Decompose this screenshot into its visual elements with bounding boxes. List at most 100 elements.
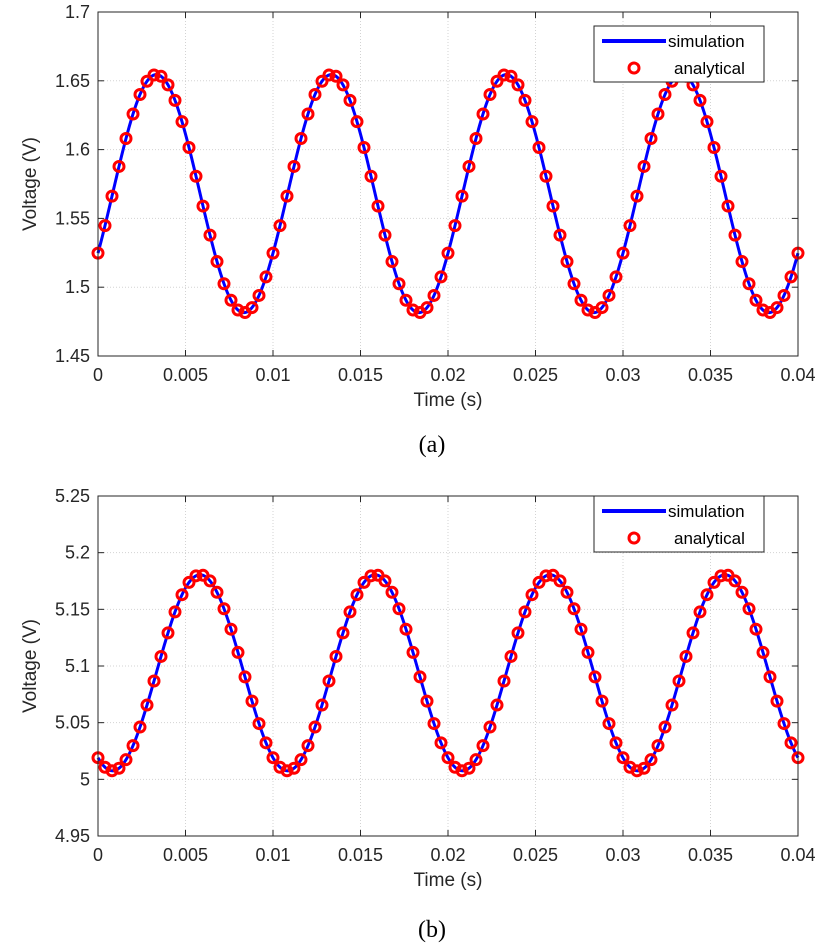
legend-label-analytical: analytical xyxy=(674,529,745,548)
data-point-analytical xyxy=(252,288,266,302)
y-tick-label: 4.95 xyxy=(55,826,90,846)
data-point-analytical xyxy=(469,131,483,145)
data-point-analytical xyxy=(189,169,203,183)
data-point-analytical xyxy=(686,626,700,640)
data-point-analytical xyxy=(245,694,259,708)
data-point-analytical xyxy=(196,199,210,213)
data-point-analytical xyxy=(546,199,560,213)
data-point-analytical xyxy=(322,68,336,82)
data-point-analytical xyxy=(553,228,567,242)
data-point-analytical xyxy=(350,115,364,129)
data-point-analytical xyxy=(301,739,315,753)
data-point-analytical xyxy=(588,670,602,684)
legend-label-simulation: simulation xyxy=(668,502,745,521)
data-point-analytical xyxy=(427,717,441,731)
data-point-analytical xyxy=(700,588,714,602)
x-tick-label: 0 xyxy=(93,365,103,385)
chart-panel-a: 0 0.005 0.01 0.015 0.02 0.025 0.03 0.035 0.04 1.4… xyxy=(20,2,816,411)
data-point-analytical xyxy=(98,219,112,233)
data-point-analytical xyxy=(105,189,119,203)
x-tick-label: 0.025 xyxy=(513,365,558,385)
x-tick-label: 0.03 xyxy=(605,845,640,865)
data-point-analytical xyxy=(448,219,462,233)
data-point-analytical xyxy=(574,293,588,307)
data-point-analytical xyxy=(784,270,798,284)
data-point-analytical xyxy=(406,645,420,659)
data-point-analytical xyxy=(126,107,140,121)
data-point-analytical xyxy=(651,107,665,121)
data-point-analytical xyxy=(322,674,336,688)
data-point-analytical xyxy=(644,131,658,145)
data-point-analytical xyxy=(357,575,371,589)
data-point-analytical xyxy=(749,622,763,636)
data-point-analytical xyxy=(119,131,133,145)
x-tick-label: 0.01 xyxy=(255,845,290,865)
data-point-analytical xyxy=(336,78,350,92)
y-tick-label: 5.1 xyxy=(65,656,90,676)
data-point-analytical xyxy=(182,141,196,155)
data-point-analytical xyxy=(602,717,616,731)
data-point-analytical xyxy=(378,228,392,242)
data-point-analytical xyxy=(532,141,546,155)
data-point-analytical xyxy=(637,761,651,775)
data-point-analytical xyxy=(154,649,168,663)
data-point-analytical xyxy=(105,764,119,778)
data-point-analytical xyxy=(476,107,490,121)
data-point-analytical xyxy=(728,228,742,242)
data-point-analytical xyxy=(315,74,329,88)
data-point-analytical xyxy=(497,68,511,82)
data-point-analytical xyxy=(203,574,217,588)
data-point-analytical xyxy=(735,585,749,599)
panel-label-b: (b) xyxy=(418,917,446,943)
data-point-analytical xyxy=(560,255,574,269)
x-tick-label: 0 xyxy=(93,845,103,865)
data-point-analytical xyxy=(287,159,301,173)
data-point-analytical xyxy=(455,189,469,203)
legend-label-simulation: simulation xyxy=(668,32,745,51)
y-tick-label: 1.7 xyxy=(65,2,90,22)
data-point-analytical xyxy=(742,602,756,616)
data-point-analytical xyxy=(525,588,539,602)
data-point-analytical xyxy=(161,78,175,92)
data-point-analytical xyxy=(343,605,357,619)
x-tick-label: 0.035 xyxy=(688,365,733,385)
data-point-analytical xyxy=(707,575,721,589)
data-point-analytical xyxy=(308,720,322,734)
data-point-analytical xyxy=(721,199,735,213)
legend-box xyxy=(593,495,765,553)
x-tick-label: 0.02 xyxy=(430,365,465,385)
data-point-analytical xyxy=(595,694,609,708)
data-point-analytical xyxy=(504,649,518,663)
legend: simulation analytical xyxy=(593,495,765,553)
data-point-analytical xyxy=(203,228,217,242)
data-point-analytical xyxy=(462,761,476,775)
data-point-analytical xyxy=(595,301,609,315)
data-point-analytical xyxy=(308,87,322,101)
y-axis-label: Voltage (V) xyxy=(20,137,41,231)
data-point-analytical xyxy=(560,585,574,599)
data-point-analytical xyxy=(707,141,721,155)
data-point-analytical xyxy=(455,764,469,778)
data-point-analytical xyxy=(259,270,273,284)
data-point-analytical xyxy=(511,626,525,640)
data-point-analytical xyxy=(539,169,553,183)
data-point-analytical xyxy=(511,78,525,92)
data-point-analytical xyxy=(301,107,315,121)
data-point-analytical xyxy=(231,645,245,659)
data-point-analytical xyxy=(133,720,147,734)
y-tick-label: 5.15 xyxy=(55,599,90,619)
data-point-analytical xyxy=(140,698,154,712)
data-point-analytical xyxy=(266,751,280,765)
data-point-analytical xyxy=(399,622,413,636)
data-point-analytical xyxy=(567,277,581,291)
data-point-analytical xyxy=(525,115,539,129)
plot-area xyxy=(98,496,798,836)
data-point-analytical xyxy=(378,574,392,588)
data-point-analytical xyxy=(693,605,707,619)
data-point-analytical xyxy=(434,270,448,284)
legend-box xyxy=(593,25,765,83)
data-point-analytical xyxy=(616,246,630,260)
data-point-analytical xyxy=(273,219,287,233)
data-point-analytical xyxy=(168,93,182,107)
data-point-analytical xyxy=(315,698,329,712)
